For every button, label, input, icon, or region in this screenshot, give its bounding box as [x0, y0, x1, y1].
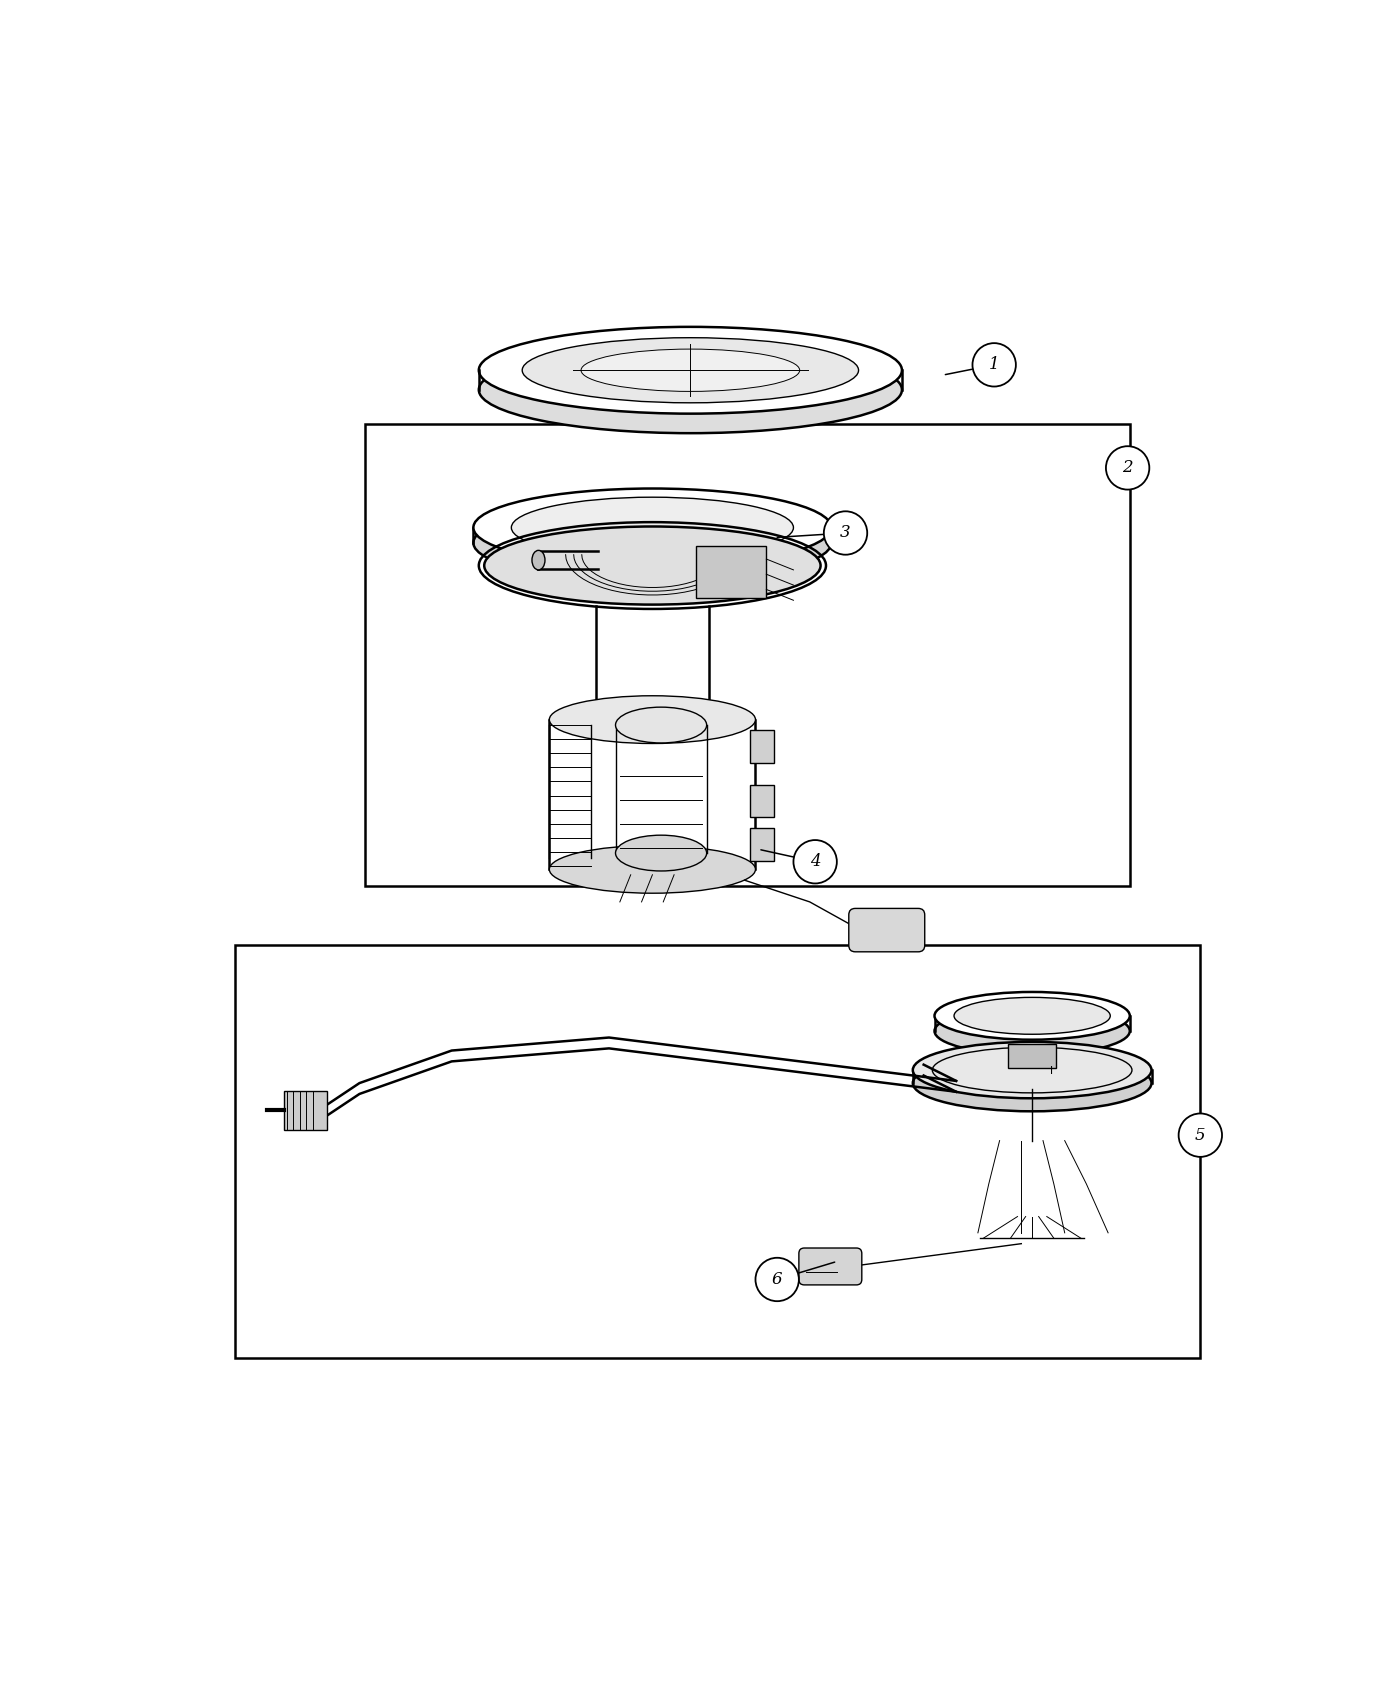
Ellipse shape — [581, 348, 799, 391]
FancyBboxPatch shape — [799, 1248, 862, 1285]
Bar — [696, 546, 766, 598]
FancyBboxPatch shape — [848, 908, 925, 952]
Ellipse shape — [484, 527, 820, 605]
Ellipse shape — [473, 503, 832, 581]
Bar — [750, 828, 774, 860]
Circle shape — [973, 343, 1016, 386]
Bar — [235, 945, 1200, 1358]
Ellipse shape — [522, 338, 858, 403]
Circle shape — [1106, 445, 1149, 490]
Circle shape — [756, 1258, 799, 1300]
Ellipse shape — [934, 993, 1130, 1040]
Ellipse shape — [549, 695, 756, 743]
Text: 6: 6 — [771, 1272, 783, 1289]
Text: 1: 1 — [988, 357, 1000, 374]
Circle shape — [1179, 1114, 1222, 1158]
Ellipse shape — [532, 551, 545, 570]
Text: 4: 4 — [809, 853, 820, 870]
Text: l: l — [1050, 1066, 1053, 1076]
Ellipse shape — [616, 835, 707, 870]
Ellipse shape — [913, 1042, 1151, 1098]
Bar — [1008, 1044, 1056, 1068]
Bar — [283, 1091, 326, 1131]
Text: 3: 3 — [840, 525, 851, 542]
Ellipse shape — [479, 347, 902, 434]
Ellipse shape — [953, 998, 1110, 1034]
Ellipse shape — [616, 707, 707, 743]
Bar — [750, 731, 774, 763]
Ellipse shape — [934, 1006, 1130, 1056]
Bar — [365, 425, 1130, 886]
Ellipse shape — [479, 326, 902, 413]
Circle shape — [794, 840, 837, 884]
Circle shape — [823, 512, 867, 554]
Text: 2: 2 — [1123, 459, 1133, 476]
Ellipse shape — [913, 1056, 1151, 1112]
Bar — [750, 785, 774, 818]
Text: 5: 5 — [1196, 1127, 1205, 1144]
Ellipse shape — [549, 845, 756, 892]
Ellipse shape — [473, 488, 832, 566]
Ellipse shape — [511, 496, 794, 558]
